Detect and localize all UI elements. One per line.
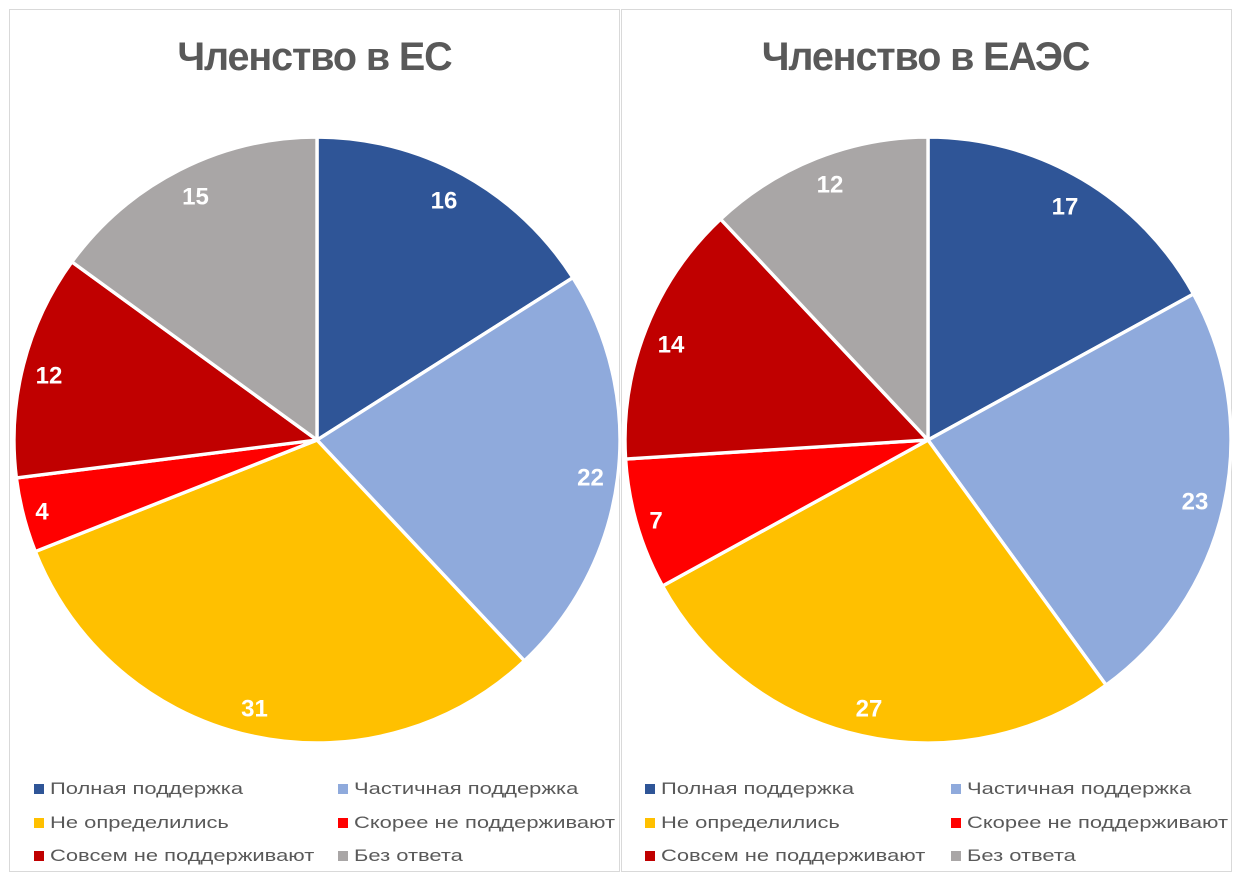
svg-text:7: 7 xyxy=(649,508,662,535)
svg-text:31: 31 xyxy=(241,696,268,723)
svg-text:12: 12 xyxy=(817,172,844,199)
svg-text:15: 15 xyxy=(182,184,209,211)
svg-text:4: 4 xyxy=(35,499,49,526)
svg-text:22: 22 xyxy=(577,465,604,492)
svg-text:12: 12 xyxy=(36,363,63,390)
svg-text:23: 23 xyxy=(1182,489,1209,516)
svg-text:17: 17 xyxy=(1052,194,1079,221)
svg-text:14: 14 xyxy=(658,332,685,359)
svg-text:27: 27 xyxy=(856,696,883,723)
svg-text:16: 16 xyxy=(431,188,458,215)
